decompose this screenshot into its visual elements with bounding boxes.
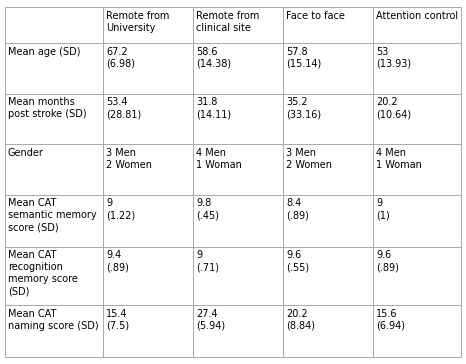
Bar — [373, 144, 461, 195]
Bar — [5, 144, 103, 195]
Text: Face to face: Face to face — [286, 11, 345, 21]
Bar — [103, 144, 193, 195]
Text: 35.2
(33.16): 35.2 (33.16) — [286, 98, 321, 119]
Bar — [283, 7, 373, 43]
Text: 15.6
(6.94): 15.6 (6.94) — [376, 309, 405, 331]
Text: Remote from
clinical site: Remote from clinical site — [196, 11, 260, 33]
Text: 3 Men
2 Women: 3 Men 2 Women — [286, 148, 332, 170]
Bar — [193, 195, 283, 246]
Bar — [103, 246, 193, 305]
Bar — [5, 246, 103, 305]
Text: Gender: Gender — [8, 148, 44, 158]
Text: Mean CAT
naming score (SD): Mean CAT naming score (SD) — [8, 309, 98, 331]
Text: 53.4
(28.81): 53.4 (28.81) — [106, 98, 141, 119]
Bar — [103, 195, 193, 246]
Bar — [373, 195, 461, 246]
Bar — [103, 305, 193, 357]
Text: 4 Men
1 Woman: 4 Men 1 Woman — [376, 148, 422, 170]
Bar — [283, 94, 373, 144]
Text: 27.4
(5.94): 27.4 (5.94) — [196, 309, 225, 331]
Bar — [193, 94, 283, 144]
Bar — [193, 144, 283, 195]
Bar — [283, 144, 373, 195]
Bar — [373, 246, 461, 305]
Text: 9.4
(.89): 9.4 (.89) — [106, 250, 129, 272]
Bar — [103, 43, 193, 94]
Text: Mean age (SD): Mean age (SD) — [8, 47, 81, 57]
Bar — [5, 43, 103, 94]
Bar — [373, 94, 461, 144]
Bar — [103, 7, 193, 43]
Text: 9
(.71): 9 (.71) — [196, 250, 219, 272]
Bar — [193, 246, 283, 305]
Bar — [103, 94, 193, 144]
Bar — [5, 7, 103, 43]
Bar — [5, 305, 103, 357]
Bar — [5, 94, 103, 144]
Bar — [373, 43, 461, 94]
Text: 9.8
(.45): 9.8 (.45) — [196, 198, 219, 220]
Text: Mean CAT
recognition
memory score
(SD): Mean CAT recognition memory score (SD) — [8, 250, 78, 296]
Bar — [283, 43, 373, 94]
Bar — [283, 195, 373, 246]
Text: 9.6
(.89): 9.6 (.89) — [376, 250, 399, 272]
Text: 58.6
(14.38): 58.6 (14.38) — [196, 47, 231, 69]
Text: Remote from
University: Remote from University — [106, 11, 170, 33]
Text: 4 Men
1 Woman: 4 Men 1 Woman — [196, 148, 242, 170]
Bar — [193, 43, 283, 94]
Text: 15.4
(7.5): 15.4 (7.5) — [106, 309, 129, 331]
Bar — [283, 246, 373, 305]
Bar — [193, 7, 283, 43]
Bar — [5, 195, 103, 246]
Bar — [373, 305, 461, 357]
Text: 9
(1.22): 9 (1.22) — [106, 198, 135, 220]
Text: 31.8
(14.11): 31.8 (14.11) — [196, 98, 231, 119]
Text: 20.2
(8.84): 20.2 (8.84) — [286, 309, 315, 331]
Bar — [373, 7, 461, 43]
Text: Attention control: Attention control — [376, 11, 458, 21]
Text: 57.8
(15.14): 57.8 (15.14) — [286, 47, 321, 69]
Text: Mean CAT
semantic memory
score (SD): Mean CAT semantic memory score (SD) — [8, 198, 96, 232]
Text: 20.2
(10.64): 20.2 (10.64) — [376, 98, 411, 119]
Text: 67.2
(6.98): 67.2 (6.98) — [106, 47, 135, 69]
Bar — [193, 305, 283, 357]
Text: 3 Men
2 Women: 3 Men 2 Women — [106, 148, 152, 170]
Text: Mean months
post stroke (SD): Mean months post stroke (SD) — [8, 98, 87, 119]
Text: 53
(13.93): 53 (13.93) — [376, 47, 411, 69]
Text: 8.4
(.89): 8.4 (.89) — [286, 198, 309, 220]
Bar — [283, 305, 373, 357]
Text: 9.6
(.55): 9.6 (.55) — [286, 250, 309, 272]
Text: 9
(1): 9 (1) — [376, 198, 390, 220]
